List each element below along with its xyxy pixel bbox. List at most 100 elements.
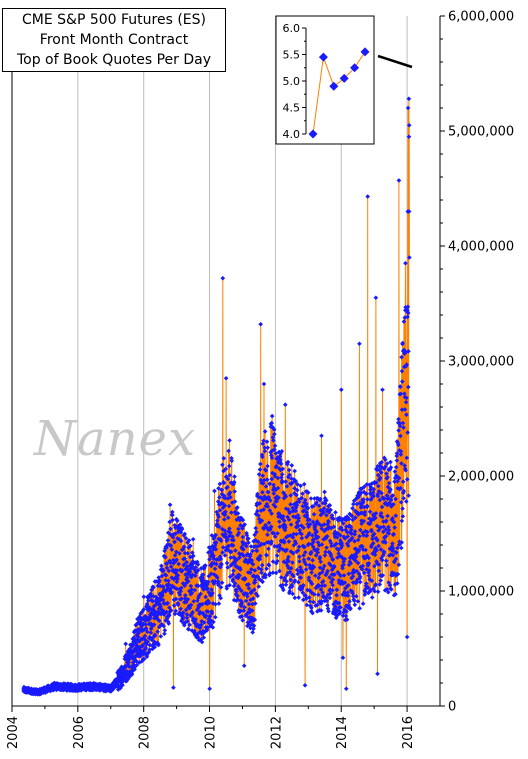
data-point <box>193 617 198 622</box>
data-point <box>297 527 303 533</box>
data-point <box>404 477 410 482</box>
data-point <box>222 517 227 522</box>
data-point <box>378 470 384 475</box>
data-point <box>313 553 319 558</box>
data-point <box>285 459 291 465</box>
data-point <box>228 555 234 560</box>
data-point <box>335 555 340 560</box>
data-point <box>386 527 392 533</box>
data-point <box>324 533 330 539</box>
x-tick-label: 2008 <box>138 716 153 749</box>
data-point <box>228 495 233 500</box>
data-point <box>288 522 294 527</box>
data-point <box>346 583 351 588</box>
data-point <box>295 548 301 553</box>
data-point <box>385 502 390 508</box>
data-point <box>385 589 391 595</box>
data-point <box>215 518 220 523</box>
data-point <box>252 617 258 622</box>
data-point <box>393 591 398 597</box>
data-point <box>385 513 390 519</box>
data-point <box>331 524 337 530</box>
data-point <box>399 407 405 412</box>
data-point <box>219 491 225 497</box>
data-point <box>316 503 322 508</box>
data-point <box>167 605 172 610</box>
data-point <box>197 609 203 615</box>
data-point <box>371 516 377 522</box>
data-point <box>312 573 318 578</box>
data-point <box>308 496 314 501</box>
data-point <box>220 462 225 468</box>
data-point <box>344 617 350 622</box>
data-point <box>365 194 370 199</box>
data-point <box>272 431 277 437</box>
data-point <box>274 498 280 504</box>
data-point <box>231 555 237 560</box>
data-point <box>267 498 273 503</box>
data-point <box>247 570 253 576</box>
y-tick-label: 2,000,000 <box>448 470 514 485</box>
data-point <box>135 649 141 655</box>
data-point <box>324 512 329 518</box>
data-point <box>170 512 175 518</box>
data-point <box>207 557 212 562</box>
data-point <box>321 563 327 569</box>
data-point <box>265 445 271 450</box>
data-point <box>224 560 230 566</box>
data-point <box>226 492 232 497</box>
data-point <box>186 579 191 584</box>
data-point <box>404 362 409 367</box>
data-point <box>127 651 133 657</box>
data-point <box>167 502 173 508</box>
data-point <box>308 609 314 614</box>
data-point <box>165 538 171 543</box>
data-point <box>318 608 324 613</box>
data-point <box>174 557 179 563</box>
data-point <box>390 516 395 521</box>
data-point <box>252 601 258 606</box>
data-point <box>255 491 260 497</box>
data-point <box>394 451 400 456</box>
data-point <box>218 584 224 590</box>
data-point <box>293 508 299 514</box>
data-point <box>381 529 386 535</box>
data-point <box>396 178 402 183</box>
data-point <box>176 590 182 595</box>
data-point <box>264 439 270 445</box>
data-point <box>359 521 364 526</box>
data-point <box>400 420 406 426</box>
data-point <box>220 505 226 511</box>
data-point <box>406 348 411 354</box>
data-point <box>174 518 180 524</box>
data-point <box>272 534 278 539</box>
data-point <box>246 582 251 587</box>
data-point <box>299 535 305 541</box>
data-point <box>168 608 174 613</box>
data-point <box>238 608 244 614</box>
data-point <box>219 487 225 493</box>
data-point <box>328 563 334 568</box>
data-point <box>336 600 342 606</box>
data-point <box>277 454 283 459</box>
data-point <box>148 594 154 599</box>
data-point <box>311 512 317 517</box>
data-point <box>250 548 255 554</box>
data-point <box>310 519 316 525</box>
data-point <box>354 501 360 507</box>
data-point <box>313 533 319 539</box>
data-point <box>274 463 279 469</box>
data-point <box>169 547 175 552</box>
data-point <box>387 582 393 588</box>
data-point <box>386 524 391 530</box>
data-point <box>300 503 306 509</box>
data-point <box>334 592 339 598</box>
data-point <box>162 548 167 554</box>
data-point <box>375 472 381 478</box>
data-point <box>368 487 373 493</box>
data-point <box>254 548 260 554</box>
data-point <box>300 491 305 496</box>
data-point <box>276 495 281 501</box>
data-point <box>260 473 266 479</box>
